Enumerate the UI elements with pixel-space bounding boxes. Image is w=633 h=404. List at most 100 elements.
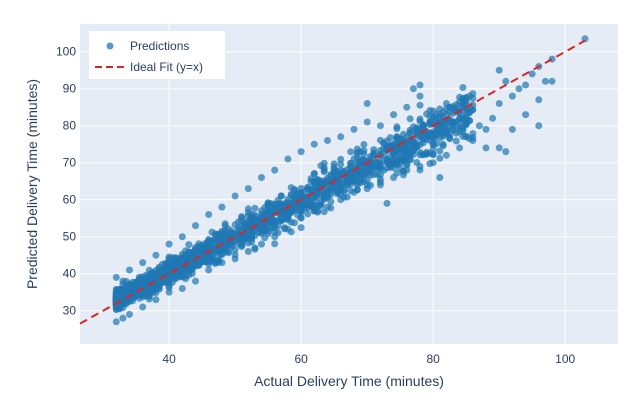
prediction-point bbox=[429, 107, 437, 115]
prediction-point bbox=[489, 114, 497, 122]
legend-predictions-label: Predictions bbox=[130, 39, 189, 53]
prediction-point bbox=[383, 155, 391, 163]
prediction-point bbox=[360, 150, 368, 158]
prediction-point bbox=[297, 148, 305, 156]
prediction-point bbox=[353, 155, 361, 163]
prediction-point bbox=[446, 130, 454, 138]
x-tick-label: 100 bbox=[555, 352, 575, 366]
prediction-point bbox=[211, 235, 219, 243]
y-tick-label: 70 bbox=[63, 156, 77, 170]
x-tick-label: 40 bbox=[162, 352, 176, 366]
prediction-point bbox=[390, 155, 398, 163]
y-tick-labels: 30 40 50 60 70 80 90 100 bbox=[56, 45, 76, 318]
prediction-point bbox=[241, 223, 249, 231]
prediction-point bbox=[152, 267, 160, 274]
prediction-point bbox=[462, 133, 470, 141]
prediction-point bbox=[409, 138, 417, 146]
prediction-point bbox=[126, 266, 133, 274]
prediction-point bbox=[251, 245, 259, 253]
prediction-point bbox=[367, 152, 374, 160]
prediction-point bbox=[297, 203, 305, 211]
legend[interactable]: Predictions Ideal Fit (y=x) bbox=[89, 31, 225, 79]
prediction-point bbox=[522, 81, 530, 89]
legend-predictions-marker bbox=[106, 42, 114, 50]
prediction-point bbox=[337, 133, 345, 141]
legend-ideal-label: Ideal Fit (y=x) bbox=[130, 60, 203, 74]
x-axis-title: Actual Delivery Time (minutes) bbox=[254, 373, 444, 389]
prediction-point bbox=[297, 214, 305, 222]
prediction-point bbox=[475, 122, 483, 130]
prediction-point bbox=[244, 230, 252, 237]
prediction-point bbox=[284, 195, 292, 203]
prediction-point bbox=[456, 144, 464, 152]
prediction-point bbox=[429, 140, 437, 148]
prediction-point bbox=[436, 154, 444, 162]
y-tick-label: 50 bbox=[63, 230, 77, 244]
prediction-point bbox=[400, 130, 407, 138]
prediction-point bbox=[195, 251, 203, 259]
prediction-point bbox=[310, 170, 318, 178]
prediction-point bbox=[178, 233, 186, 241]
y-tick-label: 90 bbox=[63, 82, 77, 96]
prediction-point bbox=[442, 105, 450, 113]
prediction-point bbox=[208, 228, 216, 236]
prediction-point bbox=[442, 100, 450, 107]
prediction-point bbox=[416, 162, 424, 170]
prediction-point bbox=[363, 185, 371, 193]
prediction-point bbox=[508, 125, 516, 133]
prediction-point bbox=[442, 151, 450, 159]
prediction-point bbox=[409, 85, 417, 93]
prediction-point bbox=[271, 240, 279, 248]
prediction-point bbox=[376, 171, 384, 179]
prediction-point bbox=[291, 186, 298, 194]
prediction-point bbox=[347, 148, 355, 156]
prediction-point bbox=[393, 136, 401, 144]
prediction-point bbox=[416, 151, 424, 159]
prediction-point bbox=[452, 137, 460, 145]
prediction-point bbox=[244, 235, 252, 242]
prediction-point bbox=[258, 240, 265, 248]
prediction-point bbox=[409, 146, 417, 154]
prediction-point bbox=[495, 144, 503, 152]
prediction-point bbox=[320, 168, 328, 176]
prediction-point bbox=[221, 239, 229, 247]
prediction-point bbox=[515, 85, 523, 93]
prediction-point bbox=[185, 267, 193, 275]
prediction-point bbox=[390, 174, 398, 181]
prediction-point bbox=[406, 129, 414, 136]
prediction-point bbox=[416, 115, 424, 123]
prediction-point bbox=[419, 139, 427, 147]
prediction-point bbox=[284, 155, 292, 163]
prediction-point bbox=[116, 301, 124, 309]
prediction-point bbox=[192, 222, 199, 230]
prediction-point bbox=[403, 161, 411, 169]
prediction-point bbox=[182, 254, 190, 262]
prediction-point bbox=[139, 259, 147, 267]
prediction-point bbox=[231, 237, 239, 245]
prediction-point bbox=[314, 194, 322, 202]
prediction-point bbox=[400, 154, 407, 162]
prediction-point bbox=[116, 295, 124, 303]
prediction-point bbox=[502, 77, 510, 85]
prediction-point bbox=[416, 129, 424, 137]
prediction-point bbox=[426, 118, 434, 126]
prediction-point bbox=[112, 318, 120, 326]
y-tick-label: 30 bbox=[63, 304, 77, 318]
prediction-point bbox=[112, 290, 120, 298]
prediction-point bbox=[218, 203, 226, 211]
prediction-point bbox=[234, 224, 242, 232]
prediction-points bbox=[112, 35, 589, 326]
prediction-point bbox=[522, 111, 530, 119]
prediction-point bbox=[221, 226, 229, 234]
prediction-point bbox=[383, 144, 391, 151]
prediction-point bbox=[267, 217, 275, 225]
prediction-point bbox=[363, 118, 371, 126]
prediction-point bbox=[165, 288, 173, 296]
prediction-point bbox=[195, 244, 203, 252]
prediction-point bbox=[218, 259, 226, 267]
prediction-point bbox=[284, 225, 292, 233]
prediction-point bbox=[469, 137, 477, 144]
prediction-point bbox=[192, 277, 199, 285]
prediction-point bbox=[271, 233, 279, 241]
prediction-point bbox=[403, 103, 411, 111]
